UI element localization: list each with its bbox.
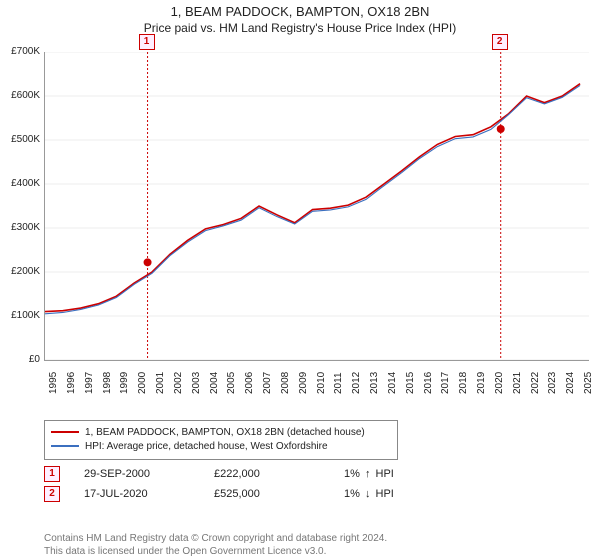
y-axis-tick: £600K (2, 90, 40, 101)
plot-svg (45, 52, 589, 360)
event-marker-badge: 1 (139, 34, 155, 50)
chart-title: 1, BEAM PADDOCK, BAMPTON, OX18 2BN (0, 4, 600, 19)
footer-attribution: Contains HM Land Registry data © Crown c… (44, 532, 387, 558)
y-axis-tick: £100K (2, 310, 40, 321)
transactions-table: 1 29-SEP-2000 £222,000 1% ↑ HPI 2 17-JUL… (44, 464, 580, 504)
x-axis-tick: 2005 (226, 372, 237, 394)
x-axis-tick: 1995 (48, 372, 59, 394)
x-axis-tick: 1997 (84, 372, 95, 394)
x-axis-tick: 2017 (440, 372, 451, 394)
y-axis-tick: £400K (2, 178, 40, 189)
x-axis-tick: 2020 (494, 372, 505, 394)
x-axis-tick: 2022 (530, 372, 541, 394)
transaction-price: £222,000 (214, 468, 344, 480)
x-axis-tick: 2013 (369, 372, 380, 394)
x-axis-tick: 2000 (137, 372, 148, 394)
legend-row: 1, BEAM PADDOCK, BAMPTON, OX18 2BN (deta… (51, 425, 391, 439)
legend-row: HPI: Average price, detached house, West… (51, 439, 391, 453)
transaction-delta: 1% ↑ HPI (344, 468, 394, 480)
x-axis-tick: 2004 (209, 372, 220, 394)
y-axis-tick: £500K (2, 134, 40, 145)
x-axis-tick: 2018 (458, 372, 469, 394)
y-axis-tick: £0 (2, 354, 40, 365)
y-axis-tick: £200K (2, 266, 40, 277)
x-axis-tick: 2006 (244, 372, 255, 394)
plot-region (44, 52, 589, 361)
x-axis-tick: 2023 (547, 372, 558, 394)
legend-swatch (51, 445, 79, 447)
x-axis-tick: 1996 (66, 372, 77, 394)
x-axis-tick: 2002 (173, 372, 184, 394)
x-axis-tick: 2025 (583, 372, 594, 394)
y-axis-tick: £300K (2, 222, 40, 233)
legend-label: 1, BEAM PADDOCK, BAMPTON, OX18 2BN (deta… (85, 427, 365, 438)
transaction-row: 2 17-JUL-2020 £525,000 1% ↓ HPI (44, 484, 580, 504)
x-axis-tick: 2016 (423, 372, 434, 394)
transaction-date: 29-SEP-2000 (84, 468, 214, 480)
x-axis-tick: 1999 (119, 372, 130, 394)
event-marker-badge: 2 (492, 34, 508, 50)
x-axis-tick: 2019 (476, 372, 487, 394)
x-axis-tick: 2015 (405, 372, 416, 394)
x-axis-tick: 2014 (387, 372, 398, 394)
legend: 1, BEAM PADDOCK, BAMPTON, OX18 2BN (deta… (44, 420, 398, 460)
transaction-price: £525,000 (214, 488, 344, 500)
x-axis-tick: 2009 (298, 372, 309, 394)
marker-badge: 2 (44, 486, 60, 502)
chart-area: £0 £100K £200K £300K £400K £500K £600K £700K 19… (0, 44, 600, 414)
x-axis-tick: 2012 (351, 372, 362, 394)
marker-badge: 1 (44, 466, 60, 482)
x-axis-tick: 2010 (316, 372, 327, 394)
transaction-delta: 1% ↓ HPI (344, 488, 394, 500)
x-axis-tick: 2008 (280, 372, 291, 394)
arrow-up-icon: ↑ (365, 468, 371, 480)
arrow-down-icon: ↓ (365, 488, 371, 500)
x-axis-tick: 2007 (262, 372, 273, 394)
x-axis-tick: 2003 (191, 372, 202, 394)
chart-subtitle: Price paid vs. HM Land Registry's House … (0, 21, 600, 35)
y-axis-tick: £700K (2, 46, 40, 57)
legend-label: HPI: Average price, detached house, West… (85, 441, 328, 452)
x-axis-tick: 1998 (102, 372, 113, 394)
x-axis-tick: 2001 (155, 372, 166, 394)
legend-swatch (51, 431, 79, 433)
x-axis-tick: 2024 (565, 372, 576, 394)
x-axis-tick: 2021 (512, 372, 523, 394)
transaction-row: 1 29-SEP-2000 £222,000 1% ↑ HPI (44, 464, 580, 484)
x-axis-tick: 2011 (333, 372, 344, 394)
transaction-date: 17-JUL-2020 (84, 488, 214, 500)
